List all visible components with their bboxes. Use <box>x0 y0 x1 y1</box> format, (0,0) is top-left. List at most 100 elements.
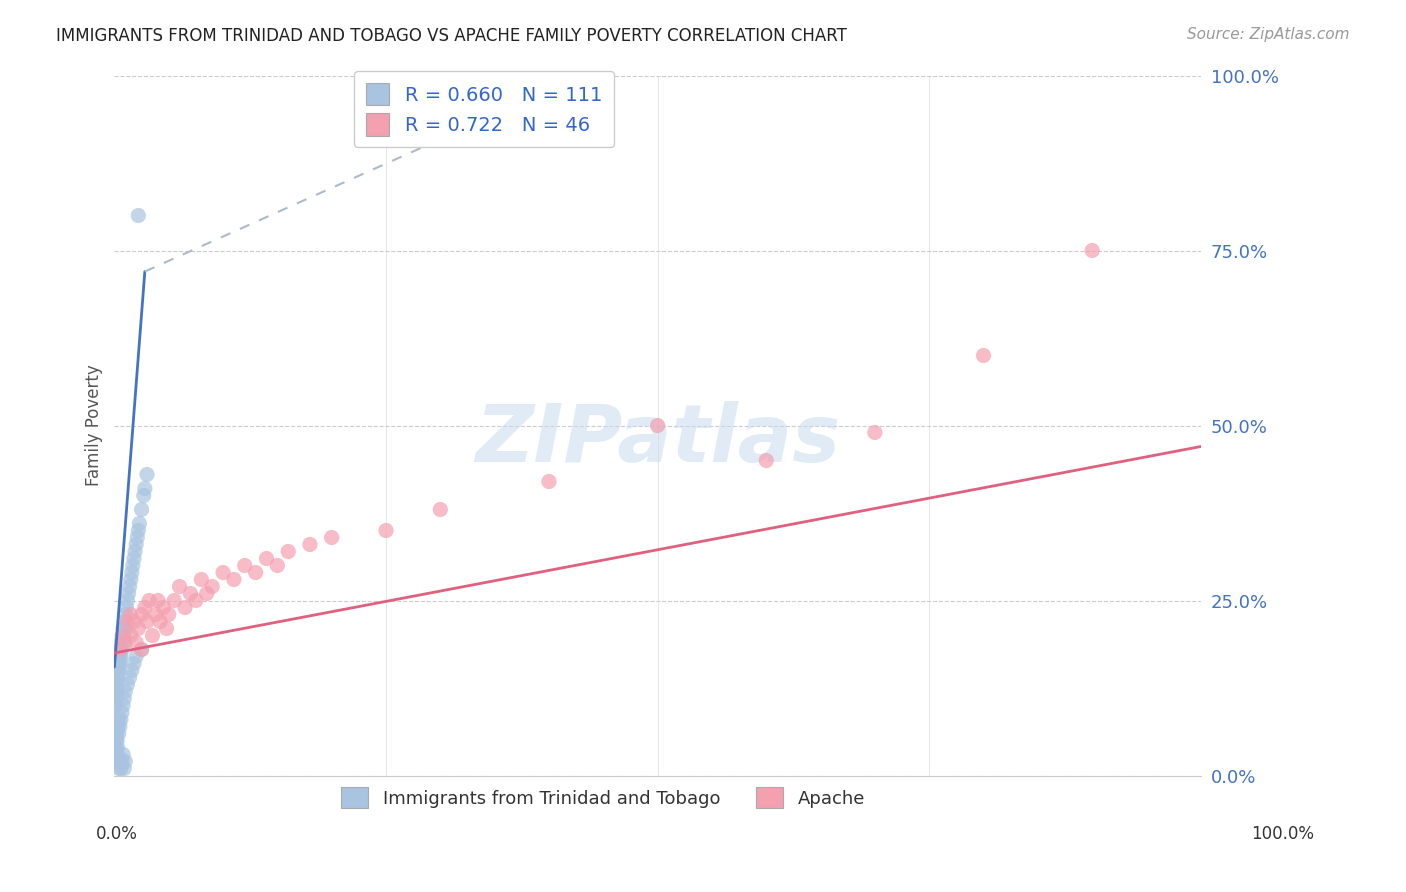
Point <box>141 628 163 642</box>
Point <box>104 684 127 698</box>
Point <box>104 677 127 691</box>
Point <box>122 551 145 566</box>
Point <box>537 475 560 489</box>
Point <box>131 642 153 657</box>
Point <box>105 657 128 671</box>
Point <box>114 755 136 769</box>
Point <box>104 733 127 747</box>
Point <box>120 628 142 642</box>
Point <box>122 657 145 671</box>
Point <box>112 747 135 762</box>
Point <box>125 635 148 649</box>
Point <box>104 649 127 664</box>
Text: Source: ZipAtlas.com: Source: ZipAtlas.com <box>1187 27 1350 42</box>
Point <box>105 664 128 678</box>
Point <box>107 713 129 727</box>
Point <box>105 671 128 685</box>
Point <box>104 740 127 755</box>
Point <box>112 628 135 642</box>
Point <box>104 698 127 713</box>
Point <box>375 524 398 538</box>
Point <box>111 755 134 769</box>
Point <box>134 600 156 615</box>
Point <box>298 537 321 551</box>
Point <box>125 537 148 551</box>
Point <box>105 726 128 740</box>
Point <box>105 657 128 671</box>
Point <box>163 593 186 607</box>
Point <box>104 664 127 678</box>
Point <box>112 635 135 649</box>
Point <box>108 649 131 664</box>
Point <box>104 677 127 691</box>
Point <box>277 544 299 558</box>
Point <box>112 628 135 642</box>
Point <box>122 558 145 573</box>
Point <box>125 649 148 664</box>
Point <box>108 657 131 671</box>
Point <box>114 607 136 622</box>
Point <box>105 733 128 747</box>
Point <box>104 719 127 733</box>
Point <box>110 635 132 649</box>
Point <box>755 453 778 467</box>
Point <box>104 657 127 671</box>
Point <box>107 642 129 657</box>
Point <box>107 762 129 776</box>
Point <box>120 573 142 587</box>
Point <box>104 671 127 685</box>
Point <box>155 622 177 636</box>
Text: 0.0%: 0.0% <box>96 825 138 843</box>
Point <box>104 657 127 671</box>
Point <box>105 719 128 733</box>
Point <box>107 649 129 664</box>
Point <box>121 664 143 678</box>
Point <box>256 551 278 566</box>
Point <box>108 719 131 733</box>
Point <box>131 607 153 622</box>
Point <box>863 425 886 440</box>
Point <box>127 209 149 223</box>
Point <box>104 733 127 747</box>
Point <box>222 573 245 587</box>
Point <box>117 586 139 600</box>
Point <box>111 706 134 720</box>
Point <box>104 691 127 706</box>
Point <box>104 664 127 678</box>
Point <box>233 558 256 573</box>
Point <box>104 671 127 685</box>
Point <box>105 733 128 747</box>
Point <box>131 642 153 657</box>
Point <box>138 593 160 607</box>
Point <box>1081 244 1104 258</box>
Text: ZIPatlas: ZIPatlas <box>475 401 841 478</box>
Point <box>120 607 142 622</box>
Point <box>127 524 149 538</box>
Point <box>118 580 141 594</box>
Legend: Immigrants from Trinidad and Tobago, Apache: Immigrants from Trinidad and Tobago, Apa… <box>335 780 873 815</box>
Point <box>132 489 155 503</box>
Point <box>122 615 145 629</box>
Point <box>105 684 128 698</box>
Point <box>145 607 167 622</box>
Point <box>321 531 343 545</box>
Point <box>105 755 128 769</box>
Point <box>105 677 128 691</box>
Point <box>121 566 143 580</box>
Point <box>136 615 159 629</box>
Point <box>104 671 127 685</box>
Point <box>107 747 129 762</box>
Point <box>179 586 201 600</box>
Text: IMMIGRANTS FROM TRINIDAD AND TOBAGO VS APACHE FAMILY POVERTY CORRELATION CHART: IMMIGRANTS FROM TRINIDAD AND TOBAGO VS A… <box>56 27 846 45</box>
Point <box>107 657 129 671</box>
Point <box>107 649 129 664</box>
Point <box>201 580 224 594</box>
Point <box>114 684 136 698</box>
Point <box>104 719 127 733</box>
Point <box>112 698 135 713</box>
Point <box>429 502 451 516</box>
Point <box>112 762 135 776</box>
Text: 100.0%: 100.0% <box>1251 825 1315 843</box>
Point <box>266 558 288 573</box>
Point <box>131 502 153 516</box>
